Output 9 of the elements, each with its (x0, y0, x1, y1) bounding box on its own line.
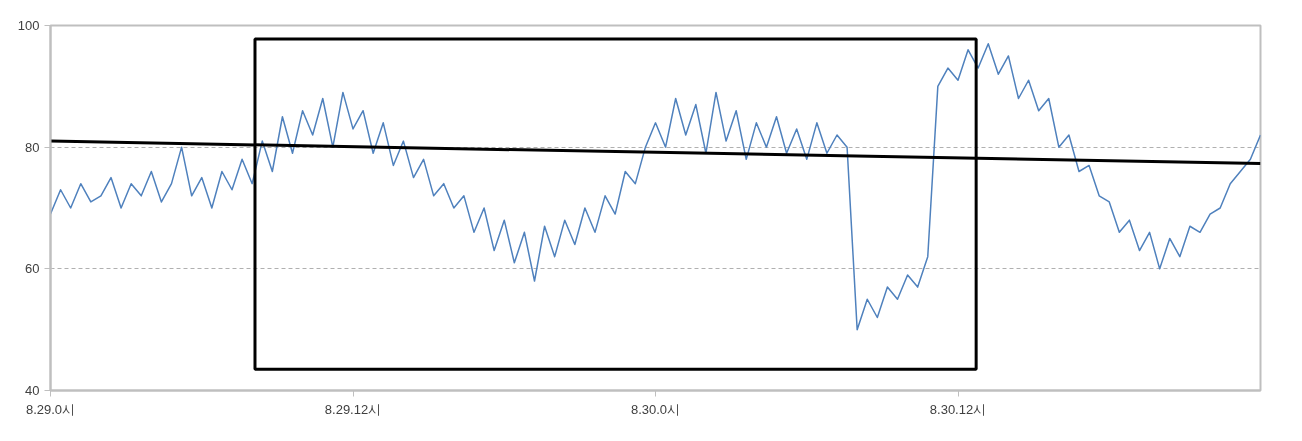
y-tick-label: 100 (17, 18, 40, 33)
x-tick-label: 8.29.0시 (25, 401, 76, 417)
y-tick-label: 80 (25, 139, 40, 155)
x-tick-label: 8.30.12시 (929, 401, 987, 417)
y-tick-label: 60 (25, 261, 40, 277)
line-series (50, 43, 1261, 331)
y-tick-label: 40 (25, 383, 40, 398)
x-tick-label: 8.29.12시 (324, 401, 382, 417)
x-tick-label: 8.30.0시 (630, 401, 681, 417)
